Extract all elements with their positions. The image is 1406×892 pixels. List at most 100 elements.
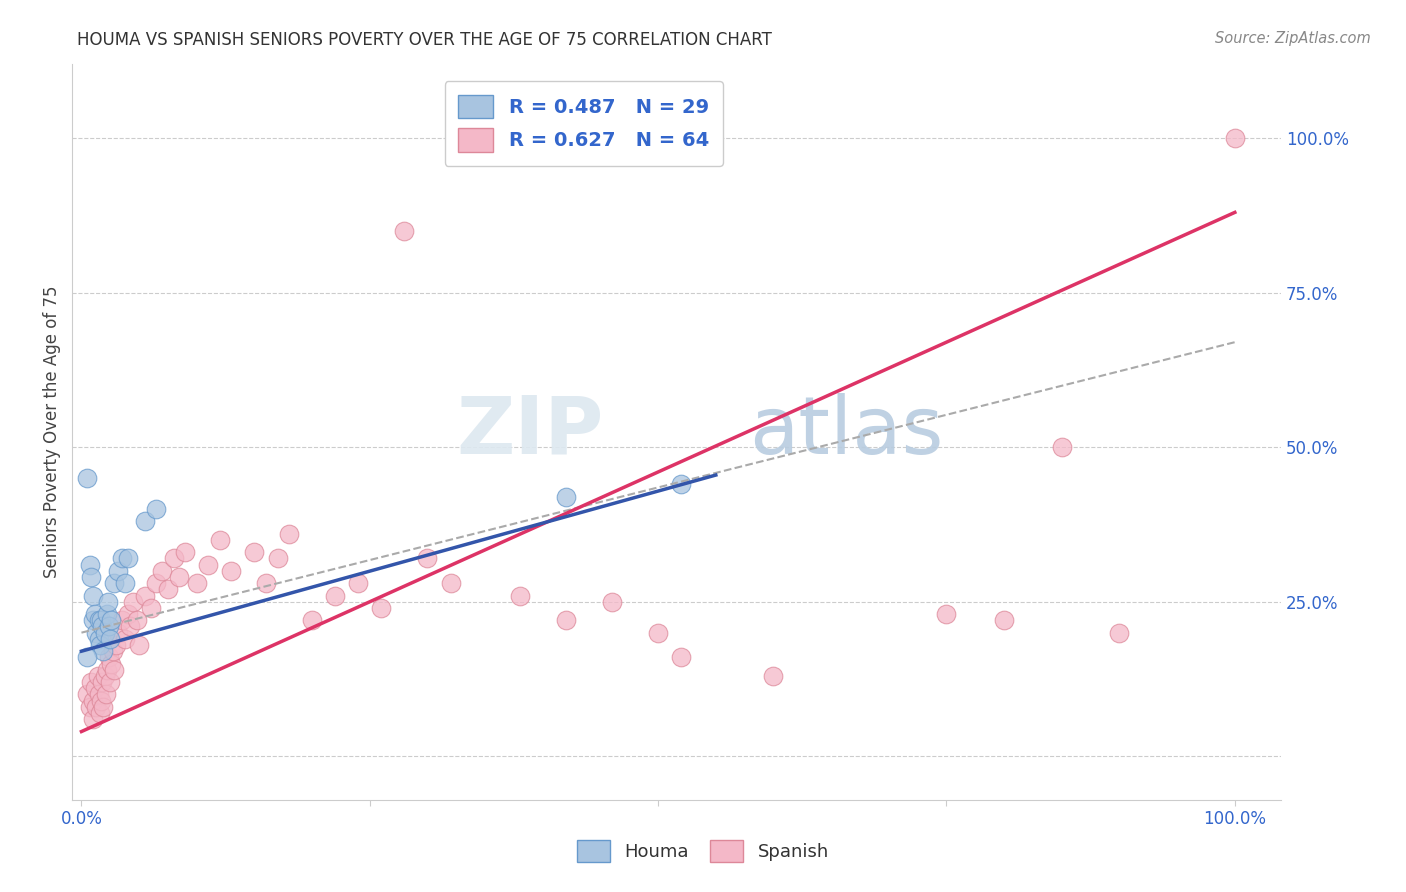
Text: atlas: atlas [749, 392, 943, 471]
Point [554, 490, 576, 504]
Point [1108, 625, 1130, 640]
Point [163, 551, 186, 566]
Point [150, 564, 173, 578]
Point [416, 551, 439, 566]
Point [439, 576, 461, 591]
Point [208, 533, 231, 547]
Point [76, 471, 98, 485]
Point [935, 607, 957, 621]
Point [90, 613, 112, 627]
Point [105, 638, 128, 652]
Point [1223, 131, 1246, 145]
Point [79, 675, 101, 690]
Point [145, 502, 167, 516]
Point [278, 526, 301, 541]
Point [86, 699, 108, 714]
Point [186, 576, 208, 591]
Point [96, 663, 118, 677]
Point [174, 545, 197, 559]
Point [122, 595, 145, 609]
Point [139, 601, 162, 615]
Text: Source: ZipAtlas.com: Source: ZipAtlas.com [1215, 31, 1371, 46]
Point [97, 595, 120, 609]
Point [117, 607, 139, 621]
Point [101, 644, 124, 658]
Point [93, 625, 115, 640]
Point [647, 625, 669, 640]
Point [370, 601, 392, 615]
Point [117, 551, 139, 566]
Point [89, 706, 111, 720]
Point [221, 564, 243, 578]
Point [82, 712, 104, 726]
Text: HOUMA VS SPANISH SENIORS POVERTY OVER THE AGE OF 75 CORRELATION CHART: HOUMA VS SPANISH SENIORS POVERTY OVER TH… [77, 31, 772, 49]
Point [76, 688, 98, 702]
Point [762, 669, 785, 683]
Point [600, 595, 623, 609]
Point [76, 650, 98, 665]
Point [169, 570, 191, 584]
Point [114, 576, 136, 591]
Point [94, 688, 117, 702]
Point [125, 613, 148, 627]
Point [993, 613, 1015, 627]
Point [671, 650, 693, 665]
Point [114, 632, 136, 646]
Point [118, 619, 141, 633]
Point [128, 638, 150, 652]
Point [100, 657, 122, 671]
Point [107, 625, 129, 640]
Point [79, 570, 101, 584]
Point [347, 576, 370, 591]
Text: ZIP: ZIP [457, 392, 605, 471]
Point [96, 607, 118, 621]
Point [82, 589, 104, 603]
Point [90, 693, 112, 707]
Point [134, 515, 156, 529]
Point [98, 619, 121, 633]
Point [100, 613, 122, 627]
Point [103, 663, 125, 677]
Legend: Houma, Spanish: Houma, Spanish [569, 833, 837, 870]
Point [509, 589, 531, 603]
Point [86, 625, 108, 640]
Point [103, 576, 125, 591]
Point [86, 669, 108, 683]
Point [671, 477, 693, 491]
Point [79, 558, 101, 572]
Point [323, 589, 346, 603]
Point [93, 669, 115, 683]
Point [98, 650, 121, 665]
Point [254, 576, 277, 591]
Point [93, 699, 115, 714]
Point [394, 224, 416, 238]
Point [87, 688, 110, 702]
Point [82, 693, 104, 707]
Point [266, 551, 288, 566]
Point [301, 613, 323, 627]
Point [134, 589, 156, 603]
Point [107, 564, 129, 578]
Point [91, 619, 114, 633]
Point [1050, 440, 1073, 454]
Point [111, 613, 134, 627]
Point [98, 675, 121, 690]
Point [84, 681, 107, 696]
Point [93, 644, 115, 658]
Point [82, 613, 104, 627]
Point [84, 607, 107, 621]
Point [243, 545, 266, 559]
Point [91, 675, 114, 690]
Point [87, 613, 110, 627]
Point [145, 576, 167, 591]
Point [79, 699, 101, 714]
Point [89, 638, 111, 652]
Point [554, 613, 576, 627]
Point [98, 632, 121, 646]
Y-axis label: Seniors Poverty Over the Age of 75: Seniors Poverty Over the Age of 75 [44, 285, 60, 578]
Legend: R = 0.487   N = 29, R = 0.627   N = 64: R = 0.487 N = 29, R = 0.627 N = 64 [444, 81, 723, 166]
Point [156, 582, 179, 597]
Point [111, 551, 134, 566]
Point [197, 558, 219, 572]
Point [87, 632, 110, 646]
